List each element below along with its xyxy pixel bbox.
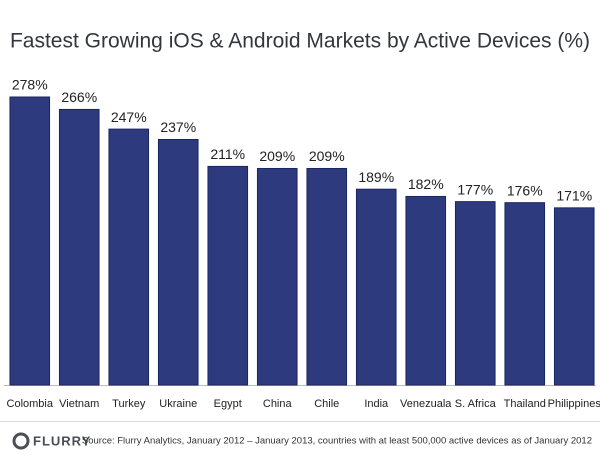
logo-text: FLURRY — [33, 433, 91, 448]
value-label: 237% — [160, 119, 196, 135]
value-label: 247% — [111, 109, 147, 125]
bar — [58, 108, 100, 386]
x-tick-label: Venezuala — [400, 398, 452, 410]
value-label: 211% — [210, 146, 245, 162]
bar — [9, 96, 51, 386]
bar — [207, 165, 249, 386]
bar — [405, 195, 447, 386]
value-label: 278% — [12, 77, 48, 93]
x-tick-label: Ukraine — [159, 398, 197, 410]
x-tick-label: Thailand — [504, 398, 546, 410]
value-label: 182% — [408, 176, 444, 192]
x-tick-label: Chile — [314, 398, 339, 410]
bar — [256, 167, 298, 386]
bar — [454, 201, 496, 386]
bar — [553, 207, 595, 386]
bar — [108, 128, 150, 386]
x-tick-label: China — [263, 398, 293, 410]
x-tick-label: Colombia — [7, 398, 54, 410]
source: Source: Flurry Analytics, January 2012 –… — [82, 436, 592, 447]
value-label: 171% — [556, 188, 592, 204]
logo: FLURRY — [12, 432, 91, 450]
x-tick-label: Egypt — [214, 398, 242, 410]
chart-title: Fastest Growing iOS & Android Markets by… — [10, 30, 590, 53]
value-label: 177% — [457, 181, 493, 197]
bar — [157, 138, 199, 386]
x-tick-label: Philippines — [548, 398, 600, 410]
value-label: 176% — [507, 182, 543, 198]
x-tick-label: Turkey — [112, 398, 146, 410]
x-tick-label: Vietnam — [59, 398, 99, 410]
x-tick-label: S. Africa — [455, 398, 497, 410]
bar — [355, 188, 397, 386]
value-label: 209% — [309, 148, 345, 164]
bar — [306, 167, 348, 386]
x-tick-label: India — [364, 398, 389, 410]
value-label: 266% — [61, 89, 97, 105]
value-label: 209% — [259, 148, 295, 164]
logo-icon — [12, 432, 30, 450]
bar — [504, 202, 546, 386]
value-label: 189% — [358, 169, 394, 185]
